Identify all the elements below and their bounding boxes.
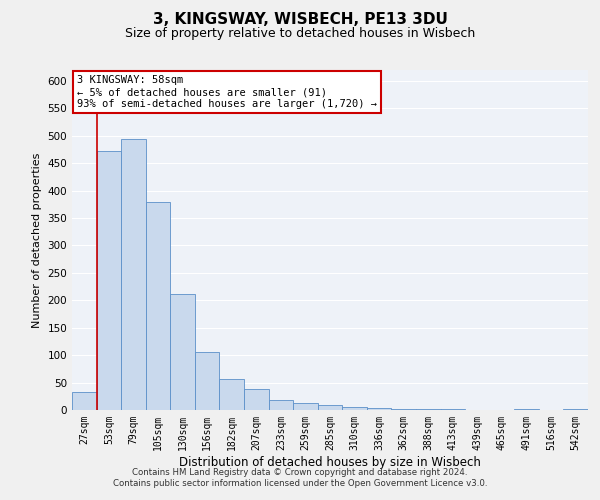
Bar: [220, 380, 244, 410]
Bar: [293, 404, 318, 410]
Text: 3 KINGSWAY: 58sqm
← 5% of detached houses are smaller (91)
93% of semi-detached : 3 KINGSWAY: 58sqm ← 5% of detached house…: [77, 76, 377, 108]
Bar: [318, 404, 342, 410]
Bar: [269, 400, 293, 410]
Bar: [97, 150, 121, 410]
Y-axis label: Number of detached properties: Number of detached properties: [32, 152, 42, 328]
Bar: [244, 389, 269, 410]
Text: Size of property relative to detached houses in Wisbech: Size of property relative to detached ho…: [125, 28, 475, 40]
Bar: [146, 202, 170, 410]
X-axis label: Distribution of detached houses by size in Wisbech: Distribution of detached houses by size …: [179, 456, 481, 468]
Bar: [342, 408, 367, 410]
Bar: [121, 138, 146, 410]
Bar: [391, 409, 416, 410]
Bar: [195, 352, 220, 410]
Text: 3, KINGSWAY, WISBECH, PE13 3DU: 3, KINGSWAY, WISBECH, PE13 3DU: [152, 12, 448, 28]
Text: Contains HM Land Registry data © Crown copyright and database right 2024.
Contai: Contains HM Land Registry data © Crown c…: [113, 468, 487, 487]
Bar: [170, 294, 195, 410]
Bar: [72, 392, 97, 410]
Bar: [367, 408, 391, 410]
